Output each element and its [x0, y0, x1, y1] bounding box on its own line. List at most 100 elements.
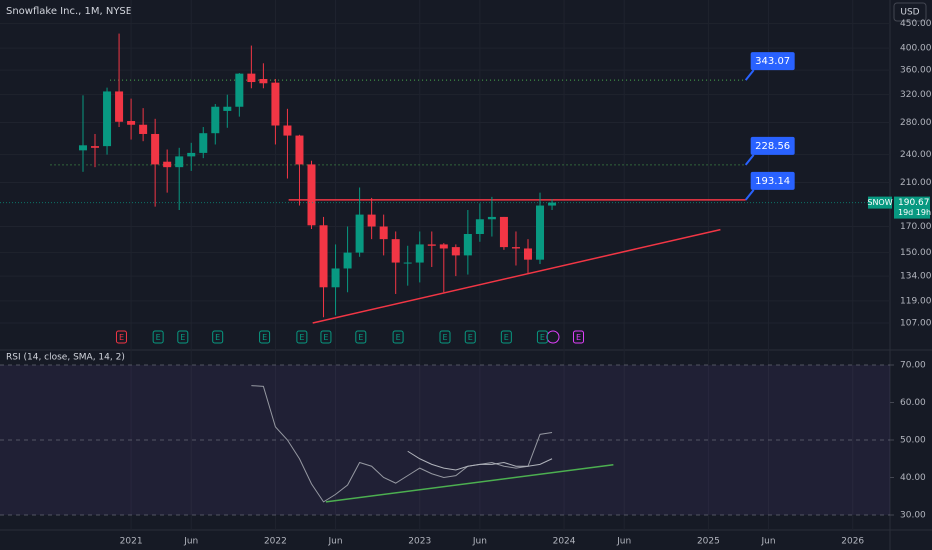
candle-body	[151, 133, 160, 165]
y-tick-label: 170.00	[900, 222, 932, 232]
candle-body	[391, 239, 400, 263]
earnings-label: E	[180, 333, 185, 342]
earnings-marker	[392, 330, 404, 344]
callout-label: 228.56	[755, 141, 790, 152]
chart-title: Snowflake Inc., 1M, NYSE	[6, 6, 132, 17]
x-tick-label: 2024	[553, 537, 576, 547]
y-tick-label: 30.00	[900, 511, 926, 521]
candle-body	[115, 91, 124, 122]
x-tick-label: 2023	[408, 537, 431, 547]
y-tick-label: 119.00	[900, 296, 932, 306]
earnings-marker	[177, 330, 189, 344]
candle-body	[427, 244, 436, 246]
callout-label: 343.07	[755, 56, 790, 67]
x-tick-label: Jun	[328, 537, 343, 547]
earnings-marker	[464, 330, 476, 344]
earnings-marker	[320, 330, 332, 344]
earnings-marker	[152, 330, 164, 344]
candle-body	[235, 73, 244, 107]
rsi-title: RSI (14, close, SMA, 14, 2)	[6, 353, 125, 363]
candle-body	[91, 146, 100, 148]
y-tick-label: 210.00	[900, 178, 932, 188]
candle-body	[343, 252, 352, 269]
candle-body	[127, 121, 136, 125]
candle-body	[247, 73, 256, 83]
x-tick-label: Jun	[760, 537, 775, 547]
y-tick-label: 360.00	[900, 66, 932, 76]
candle-body	[367, 214, 376, 227]
candle-body	[403, 262, 412, 264]
callout-label: 193.14	[755, 176, 790, 187]
earnings-label: E	[358, 333, 363, 342]
earnings-label: E	[576, 333, 581, 342]
rsi-line	[407, 450, 553, 471]
candle-body	[307, 164, 316, 226]
y-tick-label: 450.00	[900, 19, 932, 29]
candle-body	[355, 214, 364, 253]
rsi-band	[0, 365, 890, 515]
symbol-box	[868, 196, 892, 209]
candle-body	[271, 82, 280, 126]
earnings-label: E	[262, 333, 267, 342]
candle-body	[259, 78, 268, 84]
earnings-label: E	[442, 333, 447, 342]
earnings-label: E	[323, 333, 328, 342]
y-tick-label: 280.00	[900, 118, 932, 128]
callout-box	[750, 52, 795, 71]
earnings-marker	[500, 330, 512, 344]
candle-body	[139, 124, 148, 134]
candle-body	[78, 145, 87, 151]
earnings-marker	[296, 330, 308, 344]
candle-body	[487, 216, 496, 220]
earnings-label: E	[468, 333, 473, 342]
earnings-marker	[573, 330, 584, 344]
x-tick-label: 2021	[120, 537, 143, 547]
candle-body	[511, 247, 520, 249]
x-tick-label: Jun	[472, 537, 487, 547]
earnings-label: E	[299, 333, 304, 342]
earnings-marker	[115, 330, 127, 344]
rsi-line	[251, 385, 553, 503]
symbol-label: SNOW	[867, 198, 892, 207]
earnings-marker	[536, 330, 548, 344]
currency-button[interactable]	[893, 2, 927, 22]
earnings-label: E	[156, 333, 161, 342]
y-tick-label: 107.00	[900, 319, 932, 329]
candle-body	[439, 244, 448, 249]
candle-body	[499, 216, 508, 248]
callout-box	[750, 171, 795, 190]
y-tick-label: 320.00	[900, 90, 932, 100]
rsi-pane	[0, 350, 890, 530]
callout-pointer	[744, 189, 755, 201]
candle-body	[187, 152, 196, 157]
callout-box	[750, 136, 795, 155]
candle-body	[463, 233, 472, 256]
candle-body	[211, 106, 220, 134]
earnings-label: E	[119, 333, 124, 342]
candle-body	[175, 156, 184, 168]
candle-body	[523, 248, 532, 260]
y-tick-label: 50.00	[900, 436, 926, 446]
candle-body	[475, 219, 484, 234]
y-tick-label: 134.00	[900, 272, 932, 282]
candle-body	[548, 202, 557, 206]
candle-body	[163, 161, 172, 168]
rsi-trendline	[325, 464, 614, 503]
candle-body	[415, 244, 424, 263]
candle-body	[295, 135, 304, 165]
candle-body	[103, 91, 112, 147]
callout-pointer	[744, 154, 755, 166]
candle-body	[199, 133, 208, 153]
price-label: 190.67	[898, 198, 930, 208]
candle-body	[223, 106, 232, 111]
x-tick-label: Jun	[183, 537, 198, 547]
currency[interactable]: USD	[900, 8, 919, 18]
candle-body	[379, 226, 388, 240]
earnings-label: E	[540, 333, 545, 342]
y-tick-label: 40.00	[900, 473, 926, 483]
x-tick-label: 2022	[264, 537, 287, 547]
y-tick-label: 60.00	[900, 398, 926, 408]
y-tick-label: 150.00	[900, 248, 932, 258]
candle-body	[283, 125, 292, 136]
